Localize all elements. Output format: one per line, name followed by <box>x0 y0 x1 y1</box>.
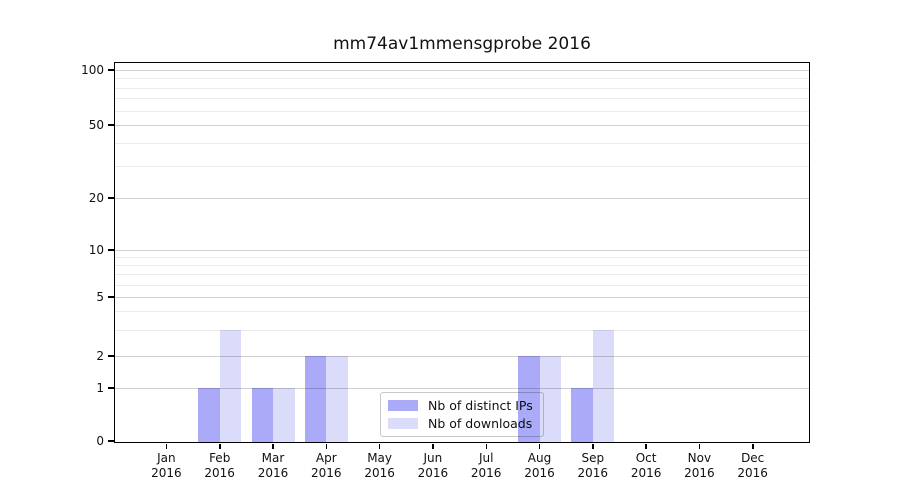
y-tick <box>108 197 114 199</box>
x-tick-label: Mar 2016 <box>257 451 289 480</box>
bar-downloads-feb <box>219 329 242 443</box>
gridline-minor <box>114 110 810 112</box>
y-tick-label: 2 <box>96 349 104 363</box>
y-tick-label: 5 <box>96 290 104 304</box>
legend-swatch-downloads <box>388 418 418 429</box>
y-tick-label: 100 <box>81 63 104 77</box>
x-tick <box>592 444 594 449</box>
gridline-major <box>114 125 810 126</box>
x-tick <box>378 444 381 449</box>
x-tick <box>325 444 328 449</box>
bar-downloads-mar <box>273 388 295 443</box>
y-tick <box>108 69 114 71</box>
y-tick-label: 0 <box>96 434 104 448</box>
y-tick <box>108 355 114 357</box>
y-tick <box>108 440 114 442</box>
bar-distinct-ips-mar <box>251 388 273 443</box>
y-tick <box>108 249 114 251</box>
bar-downloads-aug <box>539 356 561 443</box>
chart-title: mm74av1mmensgprobe 2016 <box>333 34 591 54</box>
x-tick-label: Aug 2016 <box>524 451 555 480</box>
x-tick <box>752 444 754 449</box>
legend-label-distinct-ips: Nb of distinct IPs <box>428 398 533 413</box>
x-tick <box>165 444 168 449</box>
bar-distinct-ips-aug <box>518 356 540 443</box>
y-tick <box>108 387 114 389</box>
x-tick-label: Jan 2016 <box>151 451 182 480</box>
legend: Nb of distinct IPs Nb of downloads <box>380 392 544 437</box>
x-tick-label: Sep 2016 <box>577 451 609 480</box>
x-tick-label: Feb 2016 <box>204 451 235 480</box>
gridline-minor <box>114 265 810 267</box>
x-tick-label: Dec 2016 <box>737 451 768 480</box>
gridline-minor <box>114 142 810 144</box>
x-tick <box>272 444 274 449</box>
bar-distinct-ips-sep <box>571 388 593 443</box>
x-tick-label: Nov 2016 <box>684 451 715 480</box>
y-tick-label: 1 <box>96 381 104 395</box>
gridline-minor <box>114 311 810 313</box>
y-tick-label: 10 <box>88 243 104 257</box>
bar-downloads-apr <box>326 356 348 443</box>
legend-item-distinct-ips: Nb of distinct IPs <box>388 398 536 413</box>
gridline-major <box>114 198 810 199</box>
gridline-minor <box>114 78 810 80</box>
x-tick-label: Oct 2016 <box>630 451 662 480</box>
x-tick <box>645 444 647 449</box>
gridline-major <box>114 297 810 298</box>
y-tick-label: 50 <box>88 118 104 132</box>
gridline-minor <box>114 87 810 89</box>
gridline-major <box>114 70 810 71</box>
gridline-minor <box>114 165 810 167</box>
x-tick-label: May 2016 <box>364 451 395 480</box>
x-tick-label: Jun 2016 <box>417 451 449 480</box>
gridline-minor <box>114 284 810 286</box>
gridline-major <box>114 250 810 251</box>
gridline-minor <box>114 329 810 331</box>
gridline-minor <box>114 98 810 100</box>
gridline-minor <box>114 274 810 276</box>
y-tick <box>108 296 114 298</box>
x-tick <box>219 444 221 449</box>
gridline-major <box>114 388 810 389</box>
bar-distinct-ips-apr <box>304 356 327 443</box>
gridline-minor <box>114 257 810 259</box>
legend-item-downloads: Nb of downloads <box>388 416 536 431</box>
bar-downloads-sep <box>592 329 615 443</box>
x-tick-label: Jul 2016 <box>470 451 502 480</box>
plot-area: Nb of distinct IPs Nb of downloads <box>114 62 810 443</box>
x-tick-label: Apr 2016 <box>311 451 342 480</box>
plot-frame <box>114 62 810 443</box>
gridline-major <box>114 356 810 357</box>
bar-distinct-ips-feb <box>198 388 220 443</box>
x-tick <box>432 444 434 449</box>
legend-label-downloads: Nb of downloads <box>428 416 533 431</box>
y-tick <box>108 124 114 126</box>
x-tick <box>485 444 487 449</box>
y-tick-label: 20 <box>88 191 104 205</box>
x-tick <box>538 444 541 449</box>
x-tick <box>698 444 701 449</box>
legend-swatch-distinct-ips <box>388 400 418 411</box>
